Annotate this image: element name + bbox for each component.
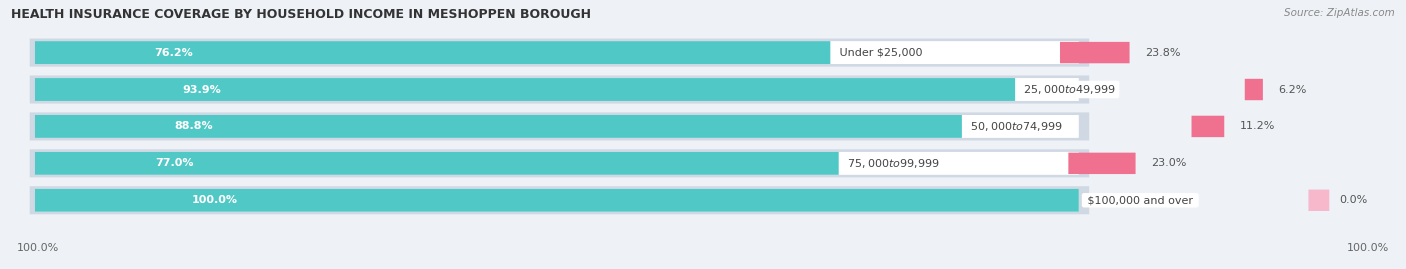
FancyBboxPatch shape	[35, 115, 1078, 138]
Text: 23.8%: 23.8%	[1146, 48, 1181, 58]
Text: 77.0%: 77.0%	[156, 158, 194, 168]
FancyBboxPatch shape	[30, 38, 1090, 67]
FancyBboxPatch shape	[1060, 42, 1129, 63]
Text: 100.0%: 100.0%	[191, 195, 238, 205]
FancyBboxPatch shape	[35, 152, 1078, 175]
Text: 88.8%: 88.8%	[174, 121, 212, 132]
FancyBboxPatch shape	[35, 152, 839, 175]
Text: Source: ZipAtlas.com: Source: ZipAtlas.com	[1284, 8, 1395, 18]
FancyBboxPatch shape	[35, 78, 1078, 101]
Text: $100,000 and over: $100,000 and over	[1084, 195, 1197, 205]
FancyBboxPatch shape	[1069, 153, 1136, 174]
Text: 100.0%: 100.0%	[17, 243, 59, 253]
FancyBboxPatch shape	[35, 189, 1078, 212]
FancyBboxPatch shape	[30, 112, 1090, 140]
Text: 11.2%: 11.2%	[1240, 121, 1275, 132]
FancyBboxPatch shape	[30, 149, 1090, 177]
Text: 6.2%: 6.2%	[1278, 84, 1308, 94]
Text: 100.0%: 100.0%	[1347, 243, 1389, 253]
Text: $75,000 to $99,999: $75,000 to $99,999	[844, 157, 941, 170]
FancyBboxPatch shape	[35, 41, 1078, 64]
Text: 23.0%: 23.0%	[1152, 158, 1187, 168]
FancyBboxPatch shape	[35, 78, 1015, 101]
Text: 0.0%: 0.0%	[1340, 195, 1368, 205]
FancyBboxPatch shape	[30, 76, 1090, 104]
FancyBboxPatch shape	[1244, 79, 1263, 100]
Text: $25,000 to $49,999: $25,000 to $49,999	[1021, 83, 1116, 96]
Text: 76.2%: 76.2%	[155, 48, 193, 58]
FancyBboxPatch shape	[35, 41, 831, 64]
Text: Under $25,000: Under $25,000	[835, 48, 925, 58]
FancyBboxPatch shape	[1191, 116, 1225, 137]
Text: $50,000 to $74,999: $50,000 to $74,999	[967, 120, 1064, 133]
FancyBboxPatch shape	[35, 115, 962, 138]
Text: HEALTH INSURANCE COVERAGE BY HOUSEHOLD INCOME IN MESHOPPEN BOROUGH: HEALTH INSURANCE COVERAGE BY HOUSEHOLD I…	[11, 8, 592, 21]
FancyBboxPatch shape	[35, 189, 1078, 212]
FancyBboxPatch shape	[1309, 190, 1329, 211]
FancyBboxPatch shape	[30, 186, 1090, 214]
Text: 93.9%: 93.9%	[181, 84, 221, 94]
